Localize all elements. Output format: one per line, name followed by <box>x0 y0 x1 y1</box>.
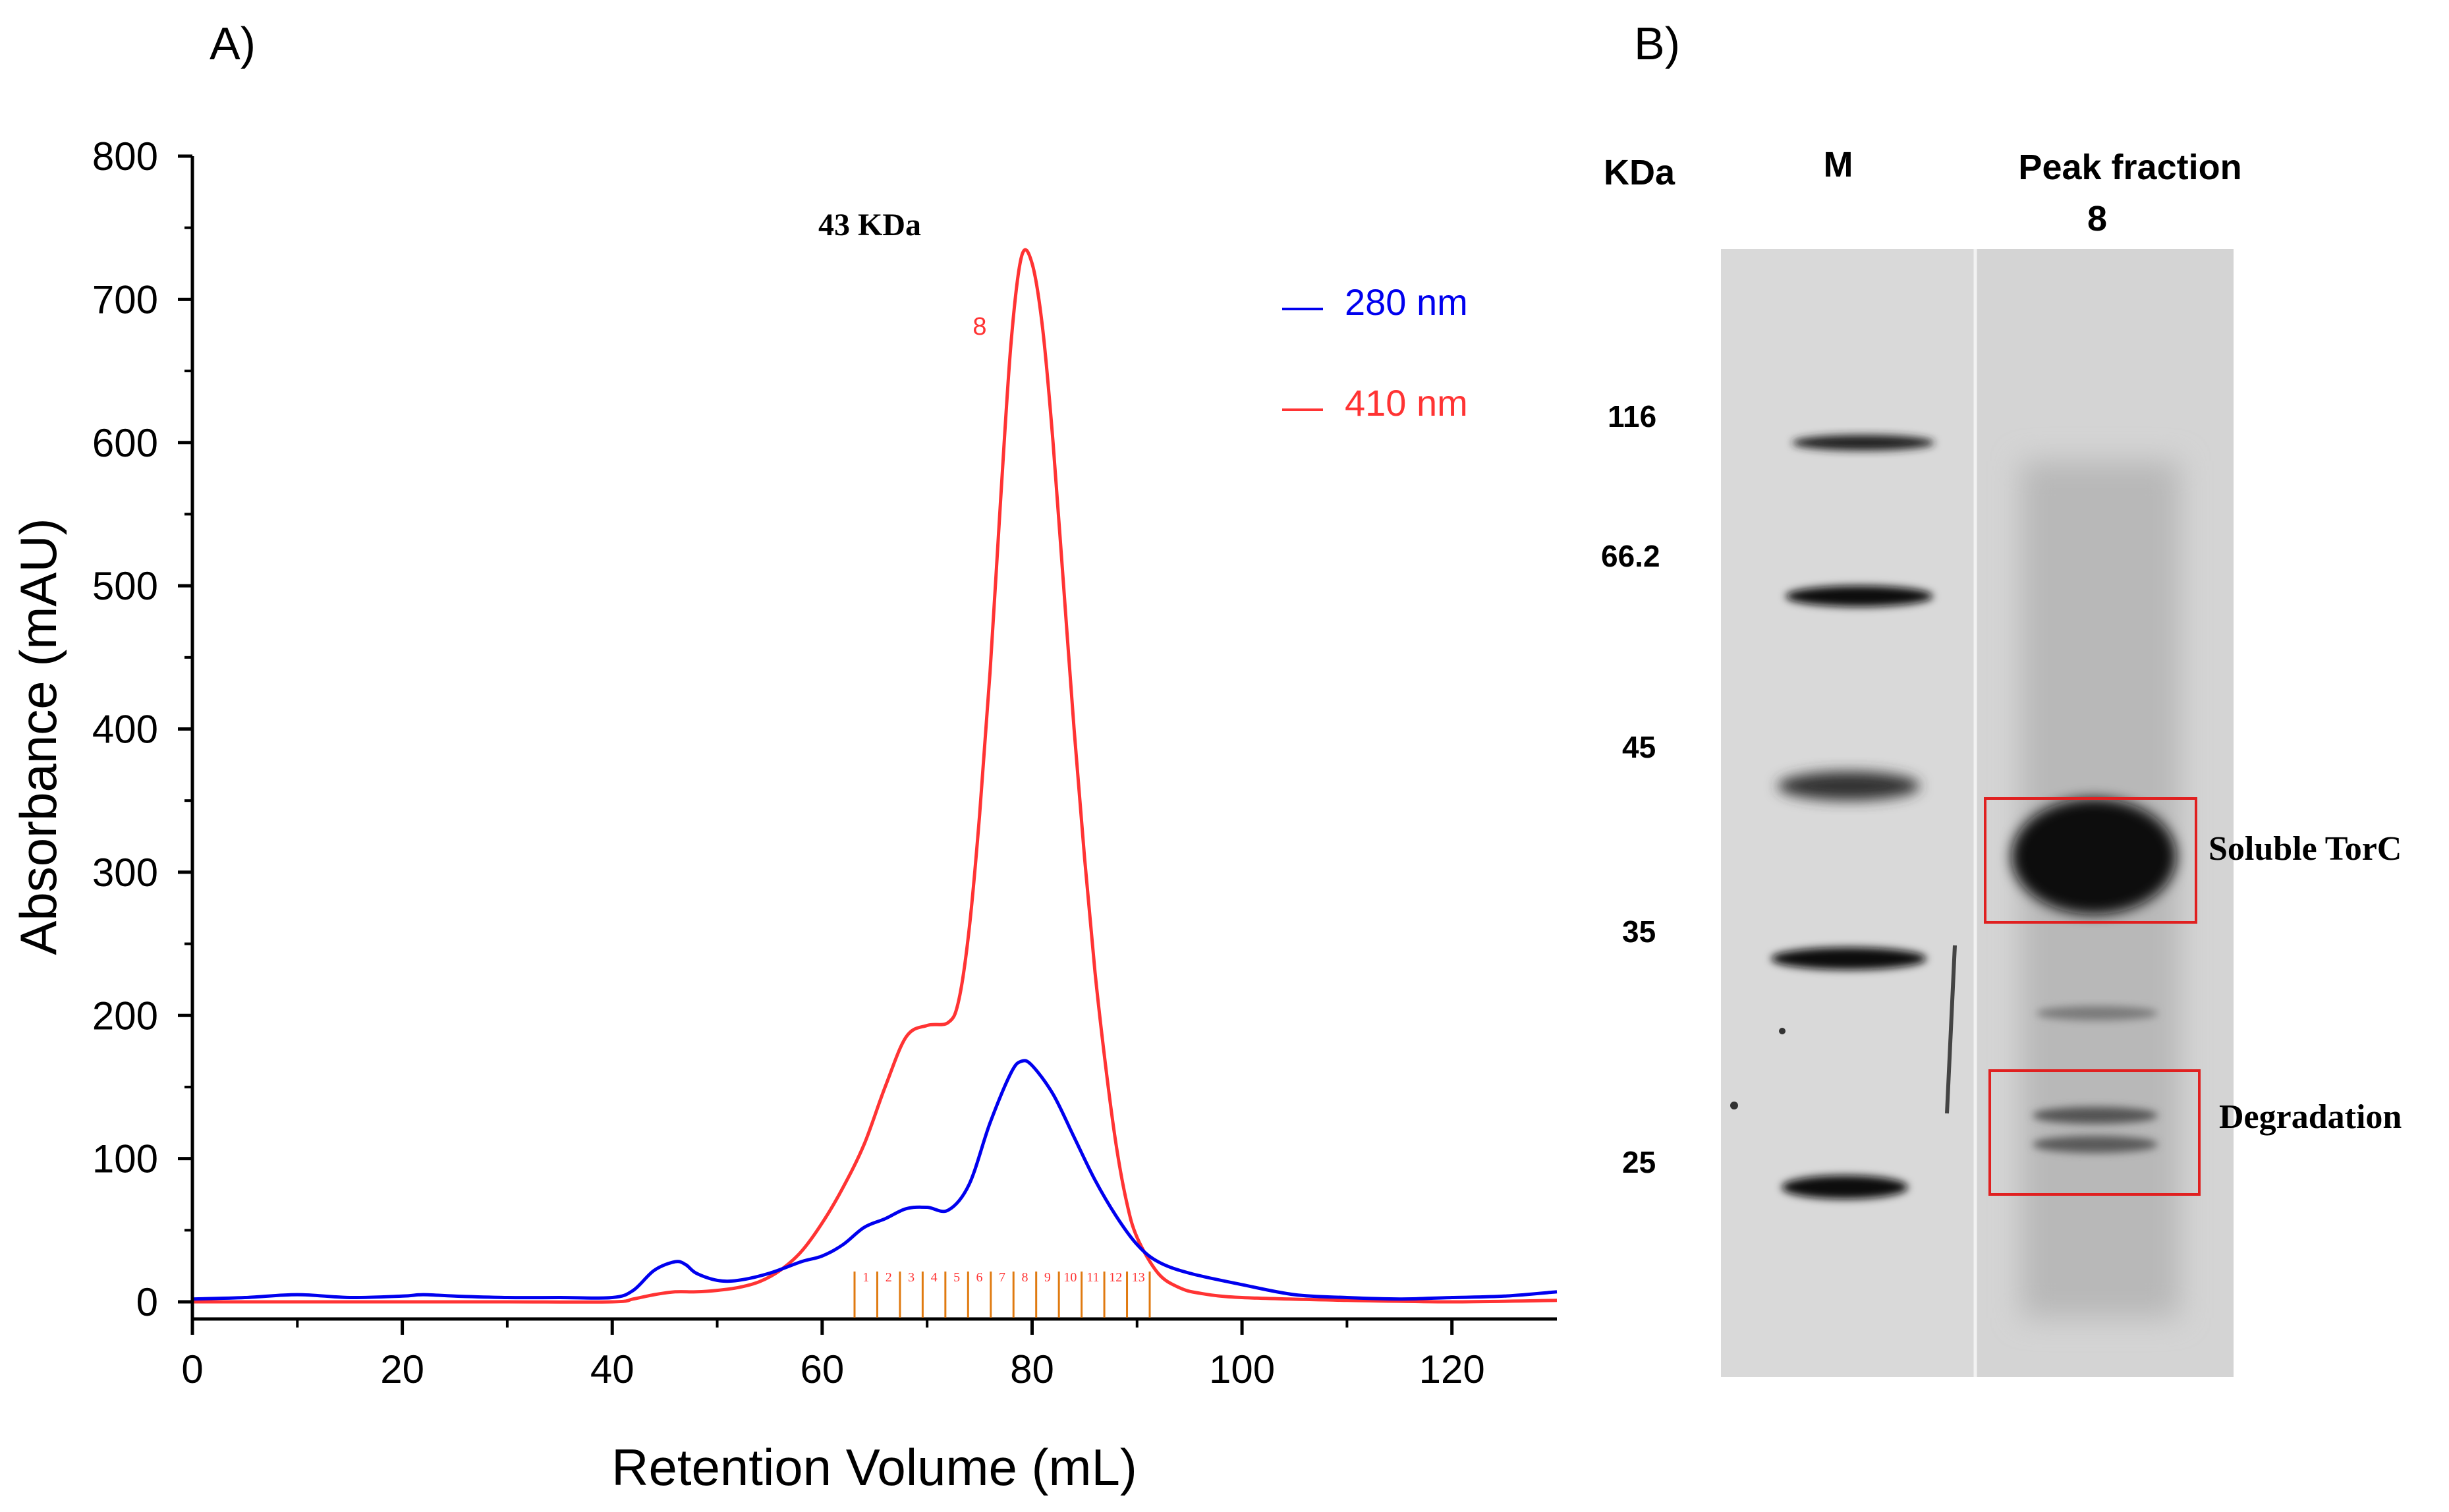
fraction-label: 4 <box>931 1270 938 1285</box>
y-tick-label: 700 <box>92 277 158 322</box>
gel-speck <box>1779 1028 1786 1034</box>
gel-marker-label: 45 <box>1622 730 1656 764</box>
gel-image <box>1721 249 2234 1377</box>
y-tick-label: 400 <box>92 708 158 752</box>
gel-panel: B) KDa M Peak fraction 8 <box>1601 18 2402 1377</box>
fraction-markers: 1 2 3 4 5 6 7 8 9 10 11 12 13 <box>853 1270 1151 1318</box>
fraction-label: 7 <box>999 1270 1005 1285</box>
x-axis-title: Retention Volume (mL) <box>611 1438 1137 1496</box>
soluble-torc-box <box>1984 797 2197 924</box>
lane-peak-header-line2: 8 <box>2087 199 2107 238</box>
kda-header: KDa <box>1604 153 1675 192</box>
gel-marker-label: 116 <box>1608 399 1656 434</box>
series-line-410-nm <box>192 248 1558 1304</box>
fraction-label: 3 <box>908 1270 915 1285</box>
ladder-band-66 <box>1786 586 1933 607</box>
ladder-band-25 <box>1782 1175 1908 1199</box>
fraction-label: 12 <box>1109 1270 1122 1285</box>
ladder-band-35 <box>1771 947 1927 970</box>
molecular-weight-annotation: 43 KDa <box>818 208 921 242</box>
y-tick-label: 300 <box>92 851 158 895</box>
y-tick-label: 100 <box>92 1137 158 1181</box>
fraction-label: 2 <box>886 1270 892 1285</box>
y-tick-label: 0 <box>136 1280 158 1324</box>
gel-marker-label: 25 <box>1622 1145 1656 1179</box>
fraction-label: 1 <box>862 1270 869 1285</box>
legend-label-280: 280 nm <box>1345 281 1468 323</box>
x-tick-label: 120 <box>1419 1347 1485 1391</box>
gel-background-left <box>1721 249 1975 1377</box>
fraction-label: 5 <box>953 1270 960 1285</box>
x-tick-label: 20 <box>380 1347 424 1391</box>
chromatogram-plot <box>192 248 1558 1304</box>
x-axis-ticks: 0 20 40 60 80 100 120 <box>181 1319 1485 1391</box>
x-tick-label: 0 <box>181 1347 203 1391</box>
lane-marker-header: M <box>1824 145 1853 184</box>
degradation-band-1 <box>2033 1107 2158 1124</box>
fraction-label: 8 <box>1021 1270 1028 1285</box>
x-tick-label: 60 <box>800 1347 844 1391</box>
x-tick-label: 40 <box>590 1347 634 1391</box>
degradation-band-2 <box>2033 1136 2158 1153</box>
gel-marker-label: 35 <box>1622 914 1656 949</box>
y-axis-ticks: 0 100 200 300 400 500 600 700 800 <box>92 134 192 1324</box>
fraction-label: 6 <box>976 1270 983 1285</box>
y-axis-title: Absorbance (mAU) <box>9 518 67 955</box>
x-tick-label: 100 <box>1209 1347 1275 1391</box>
legend: 280 nm 410 nm <box>1282 281 1468 424</box>
gel-scratch <box>1945 945 1957 1114</box>
torc-band <box>2012 798 2176 914</box>
gel-marker-labels: 116 66.2 45 35 25 <box>1601 399 1660 1179</box>
series-line-280-nm <box>192 1059 1558 1301</box>
y-tick-label: 200 <box>92 994 158 1038</box>
gel-marker-label: 66.2 <box>1601 539 1660 573</box>
y-tick-label: 600 <box>92 421 158 465</box>
fraction-label: 9 <box>1044 1270 1051 1285</box>
gel-speck <box>1730 1102 1738 1109</box>
fraction-label: 13 <box>1132 1270 1145 1285</box>
fraction-label: 11 <box>1086 1270 1099 1285</box>
y-tick-label: 500 <box>92 564 158 608</box>
degradation-label: Degradation <box>2219 1098 2402 1136</box>
panel-a-label: A) <box>210 18 256 69</box>
y-tick-label: 800 <box>92 134 158 179</box>
fraction-label: 10 <box>1063 1270 1077 1285</box>
legend-label-410: 410 nm <box>1345 382 1468 424</box>
ladder-band-45 <box>1778 771 1920 800</box>
peak-fraction-annotation: 8 <box>972 313 986 341</box>
x-tick-label: 80 <box>1010 1347 1054 1391</box>
degradation-box <box>1988 1069 2201 1196</box>
ladder-band-116 <box>1792 435 1934 451</box>
panel-b-label: B) <box>1634 18 1680 69</box>
faint-band <box>2037 1006 2158 1021</box>
soluble-torc-label: Soluble TorC <box>2209 830 2402 868</box>
lane-peak-header-line1: Peak fraction <box>2018 148 2241 187</box>
